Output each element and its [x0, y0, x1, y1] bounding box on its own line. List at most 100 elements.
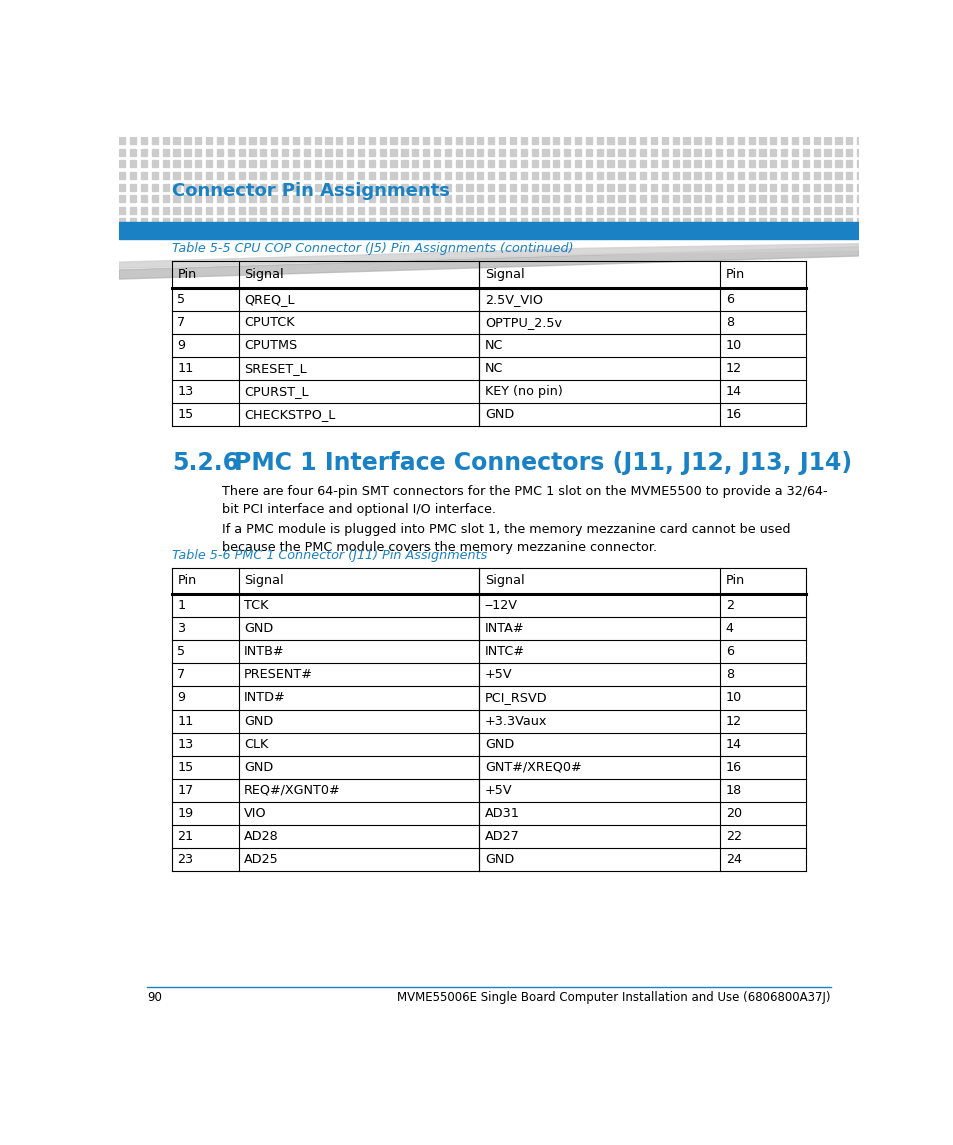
Bar: [476, 160, 483, 167]
Bar: [401, 219, 407, 226]
Bar: [141, 137, 147, 144]
Bar: [476, 149, 483, 156]
Bar: [141, 149, 147, 156]
Bar: [216, 195, 223, 202]
Bar: [563, 172, 570, 179]
Bar: [867, 160, 873, 167]
Bar: [618, 183, 624, 190]
Bar: [498, 219, 505, 226]
Bar: [835, 183, 841, 190]
Bar: [422, 219, 429, 226]
Bar: [802, 172, 808, 179]
Bar: [845, 183, 852, 190]
Bar: [228, 183, 233, 190]
Bar: [672, 172, 679, 179]
Bar: [823, 219, 830, 226]
Bar: [130, 207, 136, 214]
Bar: [228, 172, 233, 179]
Bar: [704, 183, 711, 190]
Bar: [216, 172, 223, 179]
Text: ‒12V: ‒12V: [484, 599, 517, 613]
Bar: [520, 137, 526, 144]
Bar: [791, 207, 798, 214]
Bar: [509, 183, 516, 190]
Text: 18: 18: [725, 784, 741, 797]
Bar: [303, 219, 310, 226]
Bar: [184, 137, 191, 144]
Bar: [303, 195, 310, 202]
Bar: [422, 183, 429, 190]
Bar: [759, 137, 765, 144]
Bar: [260, 172, 266, 179]
Bar: [759, 160, 765, 167]
Bar: [152, 172, 158, 179]
Bar: [509, 137, 516, 144]
Bar: [325, 219, 332, 226]
Bar: [216, 160, 223, 167]
Bar: [314, 195, 320, 202]
Bar: [488, 219, 494, 226]
Bar: [401, 149, 407, 156]
Bar: [412, 172, 418, 179]
Bar: [553, 195, 558, 202]
Text: SRESET_L: SRESET_L: [244, 362, 306, 374]
Bar: [650, 195, 657, 202]
Text: There are four 64-pin SMT connectors for the PMC 1 slot on the MVME5500 to provi: There are four 64-pin SMT connectors for…: [221, 484, 826, 515]
Bar: [694, 160, 700, 167]
Bar: [835, 149, 841, 156]
Bar: [856, 207, 862, 214]
Bar: [694, 137, 700, 144]
Bar: [390, 195, 396, 202]
Bar: [162, 172, 169, 179]
Bar: [152, 207, 158, 214]
Bar: [238, 207, 245, 214]
Bar: [845, 160, 852, 167]
Text: Pin: Pin: [725, 575, 744, 587]
Bar: [357, 160, 364, 167]
Bar: [737, 207, 743, 214]
Bar: [184, 160, 191, 167]
Bar: [401, 183, 407, 190]
Bar: [726, 219, 732, 226]
Text: OPTPU_2.5v: OPTPU_2.5v: [484, 316, 561, 329]
Bar: [856, 149, 862, 156]
Bar: [498, 160, 505, 167]
Bar: [661, 195, 667, 202]
Bar: [282, 160, 288, 167]
Bar: [791, 219, 798, 226]
Bar: [737, 219, 743, 226]
Bar: [141, 160, 147, 167]
Bar: [813, 207, 819, 214]
Bar: [726, 149, 732, 156]
Bar: [856, 137, 862, 144]
Bar: [531, 207, 537, 214]
Bar: [422, 137, 429, 144]
Bar: [488, 160, 494, 167]
Bar: [682, 207, 689, 214]
Bar: [249, 137, 255, 144]
Bar: [845, 149, 852, 156]
Bar: [466, 160, 472, 167]
Bar: [585, 183, 592, 190]
Bar: [531, 195, 537, 202]
Bar: [184, 207, 191, 214]
Bar: [509, 149, 516, 156]
Bar: [531, 137, 537, 144]
Text: 2.5V_VIO: 2.5V_VIO: [484, 293, 542, 306]
Bar: [769, 183, 776, 190]
Bar: [152, 149, 158, 156]
Polygon shape: [119, 244, 858, 268]
Bar: [563, 183, 570, 190]
Bar: [238, 172, 245, 179]
Bar: [422, 160, 429, 167]
Bar: [379, 160, 385, 167]
Bar: [369, 183, 375, 190]
Text: +3.3Vaux: +3.3Vaux: [484, 714, 547, 727]
Bar: [173, 137, 179, 144]
Bar: [769, 219, 776, 226]
Bar: [802, 137, 808, 144]
Bar: [162, 183, 169, 190]
Bar: [845, 195, 852, 202]
Bar: [607, 183, 613, 190]
Bar: [466, 219, 472, 226]
